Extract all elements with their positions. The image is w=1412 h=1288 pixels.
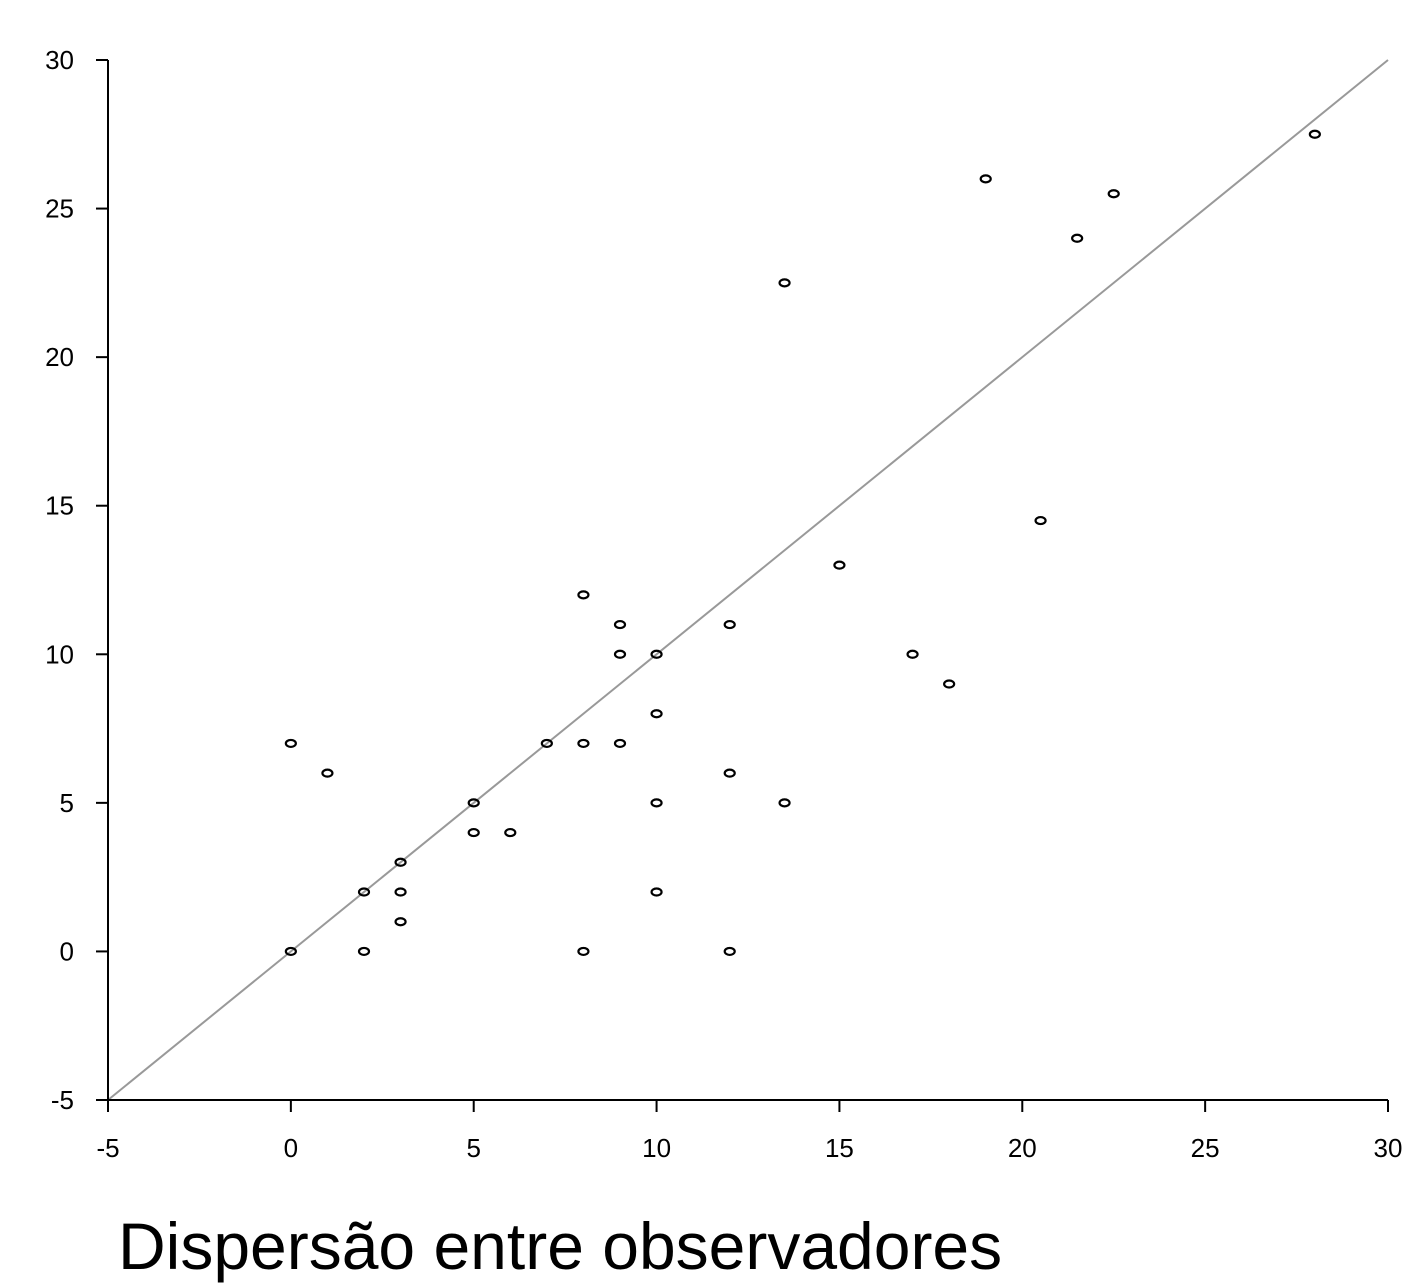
reference-line (107, 59, 1389, 1101)
data-point (1034, 515, 1047, 526)
data-point (394, 917, 407, 927)
data-point (613, 649, 627, 659)
data-point (1308, 129, 1321, 139)
y-tick-label: 30 (45, 45, 74, 75)
data-point (650, 709, 663, 719)
data-point (394, 887, 407, 897)
y-tick-label: 25 (45, 194, 74, 224)
x-tick-label: 20 (1008, 1133, 1037, 1163)
data-point (650, 887, 663, 897)
data-point (467, 798, 480, 808)
data-point (540, 738, 553, 749)
data-point (723, 946, 736, 957)
x-tick-label: 25 (1191, 1133, 1220, 1163)
data-point (723, 768, 736, 778)
x-tick-label: -5 (96, 1133, 119, 1163)
y-tick-label: 10 (45, 639, 74, 669)
y-tick-label: 5 (60, 788, 74, 818)
data-point (284, 946, 297, 957)
data-point (833, 560, 846, 570)
y-tick-label: 15 (45, 491, 74, 521)
data-point (357, 887, 371, 897)
data-point (613, 619, 627, 630)
data-point (394, 857, 407, 867)
data-point (1107, 189, 1120, 199)
x-tick-label: 10 (642, 1133, 671, 1163)
data-point (778, 278, 791, 288)
data-point (357, 946, 371, 957)
data-point (979, 174, 992, 184)
y-tick-label: 0 (60, 936, 74, 966)
data-point (778, 798, 791, 808)
data-point (577, 590, 590, 600)
data-point (577, 738, 590, 749)
data-point (504, 827, 517, 838)
scatter-chart: -5 0 5 10 15 20 25 30 -5 0 5 10 15 20 25 30 (45, 45, 1403, 1163)
data-point (321, 768, 334, 778)
data-point (650, 649, 663, 659)
data-point (577, 946, 590, 957)
y-tick-label: 20 (45, 342, 74, 372)
x-tick-label: 5 (466, 1133, 480, 1163)
x-tick-label: 30 (1374, 1133, 1403, 1163)
x-tick-label: 0 (284, 1133, 298, 1163)
data-point (723, 619, 736, 630)
data-point (613, 738, 627, 749)
y-tick-label: -5 (51, 1085, 74, 1115)
data-point (284, 738, 297, 749)
chart-caption: Dispersão entre observadores (118, 1209, 1003, 1283)
x-tick-label: 15 (825, 1133, 854, 1163)
data-point (467, 827, 480, 838)
data-point (1071, 233, 1084, 243)
data-point (650, 798, 663, 808)
data-point (906, 649, 919, 659)
data-point (943, 679, 956, 689)
